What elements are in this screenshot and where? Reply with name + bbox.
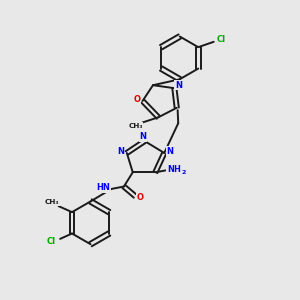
Text: O: O [134,95,141,104]
Text: Cl: Cl [47,237,56,246]
Text: N: N [175,81,182,90]
Text: N: N [167,147,174,156]
Text: CH₃: CH₃ [45,199,59,205]
Text: HN: HN [97,183,111,192]
Text: N: N [140,132,147,141]
Text: Cl: Cl [217,34,226,43]
Text: O: O [137,194,144,202]
Text: 2: 2 [182,170,186,175]
Text: N: N [117,147,124,156]
Text: NH: NH [167,165,181,174]
Text: CH₃: CH₃ [128,123,143,129]
